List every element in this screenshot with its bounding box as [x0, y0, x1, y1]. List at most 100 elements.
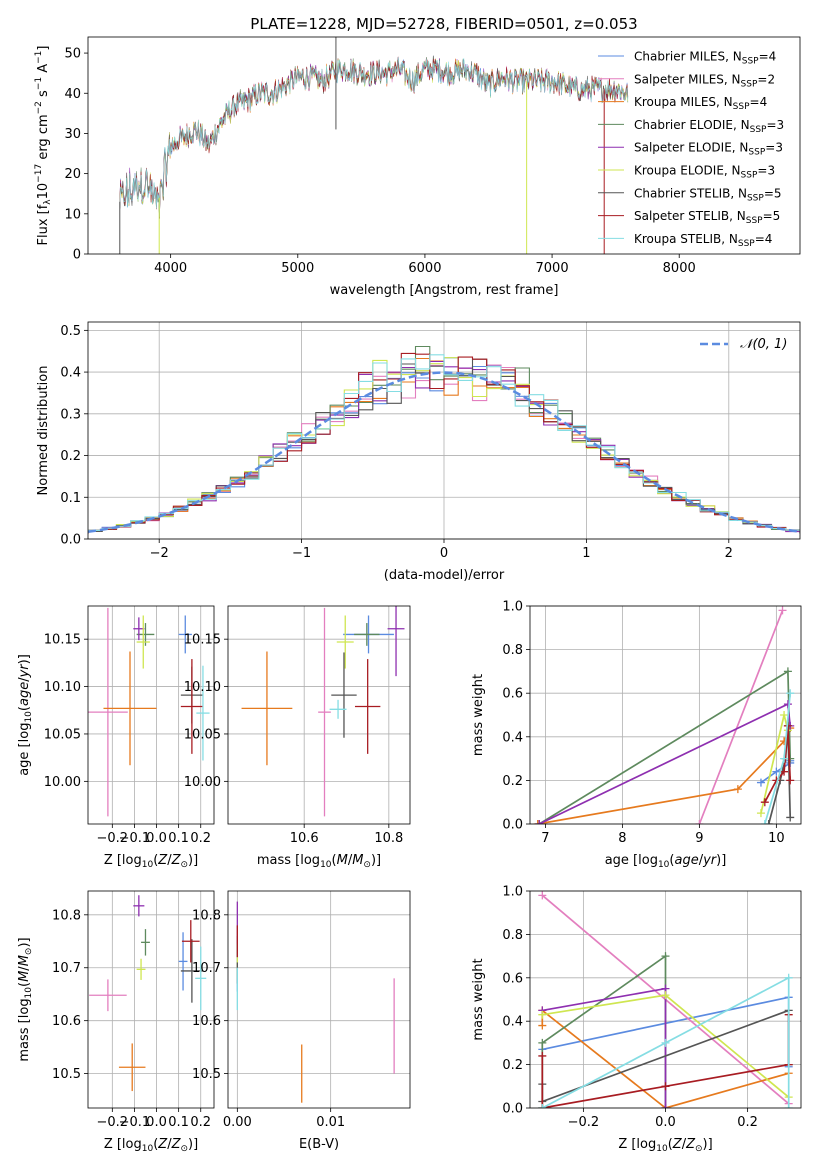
y-tick-label: 30 — [64, 127, 81, 142]
y-tick-label: 0.3 — [60, 407, 81, 422]
residual-histogram-panel: −2 −1 0 1 2 0.0 0.1 0.2 0.3 0.4 0.5 (data-model)/er… — [36, 321, 801, 583]
data-point-marker — [778, 606, 787, 615]
spectrum-panel: PLATE=1228, MJD=52728, FIBERID=0501, z=0… — [34, 15, 801, 298]
x-tick-label: 0.0 — [146, 1115, 167, 1130]
x-tick-label: −0.2 — [568, 1115, 600, 1130]
x-axis-label: Z [log10(Z/Z⊙)] — [104, 1137, 198, 1154]
spectrum-line — [119, 57, 629, 218]
x-tick-label: −0.2 — [97, 831, 129, 846]
y-axis-label: Normed distribution — [36, 366, 51, 496]
x-axis-label: E(B-V) — [299, 1137, 339, 1152]
x-tick-label: −0.1 — [119, 1115, 151, 1130]
x-axis-label: Z [log10(Z/Z⊙)] — [618, 1137, 712, 1154]
y-tick-label: 1.0 — [502, 600, 523, 615]
axes-frame — [529, 605, 802, 825]
data-point-marker — [661, 1038, 670, 1047]
legend-label: Chabrier ELODIE, NSSP=3 — [634, 118, 784, 135]
legend-label-sub: SSP — [742, 57, 759, 67]
y-tick-label: 10.5 — [192, 1067, 221, 1082]
y-axis-label: mass weight — [471, 958, 486, 1040]
legend-label-sub: SSP — [748, 148, 765, 158]
x-tick-label: 8 — [618, 831, 626, 846]
y-tick-label: 10.00 — [44, 775, 81, 790]
age-vs-mass-panel: 10.6 10.8 10.00 10.05 10.10 10.15 mass [log10(… — [184, 605, 411, 870]
legend-label-main: Chabrier MILES, N — [634, 50, 742, 64]
legend-label: Salpeter MILES, NSSP=2 — [634, 72, 775, 89]
x-tick-label: 0.01 — [316, 1115, 345, 1130]
x-tick-label: −1 — [292, 546, 311, 561]
data-point-marker — [786, 689, 795, 698]
axes-frame — [87, 890, 215, 1109]
mass-weight-line — [698, 610, 784, 824]
data-point-marker — [695, 820, 704, 824]
x-tick-label: 0.1 — [168, 1115, 189, 1130]
data-point-marker — [760, 798, 769, 807]
data-point-marker — [780, 754, 789, 763]
mass-weight-vs-z-panel: −0.2 0.0 0.2 0.0 0.2 0.4 0.6 0.8 1.0 Z [log10(Z/Z… — [471, 885, 802, 1154]
axes-frame — [87, 36, 801, 255]
x-tick-label: 0.2 — [737, 1115, 758, 1130]
y-tick-label: 10.7 — [52, 961, 81, 976]
x-tick-label: 0.2 — [190, 1115, 211, 1130]
x-axis-label: (data-model)/error — [384, 568, 505, 583]
data-point-marker — [783, 700, 792, 709]
plot-area — [119, 37, 629, 254]
y-tick-label: 10.6 — [192, 1014, 221, 1029]
y-tick-label: 0.4 — [502, 1015, 523, 1030]
x-axis-label: wavelength [Angstrom, rest frame] — [330, 283, 559, 298]
legend-label-tail: =5 — [763, 209, 781, 223]
y-axis-label: Flux [fλ10−17 erg cm−2 s−1 A−1] — [34, 46, 53, 246]
legend-label-sub: SSP — [741, 79, 758, 89]
data-point-marker — [786, 813, 795, 822]
legend-label: Salpeter ELODIE, NSSP=3 — [634, 141, 783, 158]
x-tick-label: 0.1 — [168, 831, 189, 846]
data-point-marker — [538, 1104, 547, 1108]
y-tick-label: 0.6 — [502, 971, 523, 986]
plot-area — [533, 606, 795, 824]
y-tick-label: 0.6 — [502, 687, 523, 702]
normal-curve — [88, 371, 800, 533]
legend-label: Chabrier MILES, NSSP=4 — [634, 50, 776, 67]
legend-label-tail: =2 — [757, 72, 775, 86]
data-point-marker — [780, 767, 789, 776]
y-tick-label: 0.8 — [502, 643, 523, 658]
chart-title: PLATE=1228, MJD=52728, FIBERID=0501, z=0… — [250, 15, 637, 33]
y-tick-label: 0.8 — [502, 928, 523, 943]
y-tick-label: 10 — [64, 207, 81, 222]
mass-weight-line — [541, 976, 790, 1108]
y-tick-label: 10.05 — [44, 727, 81, 742]
legend-label: Salpeter STELIB, NSSP=5 — [634, 209, 780, 226]
axes-frame — [87, 321, 801, 540]
axes-frame — [227, 605, 411, 825]
legend-label-sub: SSP — [750, 125, 767, 135]
legend-label-sub: SSP — [747, 193, 764, 203]
mass-weight-vs-age-panel: 7 8 9 10 0.0 0.2 0.4 0.6 0.8 1.0 age [log10(age/yr… — [471, 600, 802, 870]
data-point-marker — [535, 820, 544, 824]
data-point-marker — [733, 785, 742, 794]
legend-label: Kroupa ELODIE, NSSP=3 — [634, 164, 775, 181]
axes-frame — [529, 890, 802, 1109]
data-point-marker — [538, 1010, 547, 1019]
data-point-marker — [764, 820, 773, 824]
x-tick-label: −0.1 — [119, 831, 151, 846]
legend-label: Kroupa MILES, NSSP=4 — [634, 95, 767, 112]
x-tick-label: 10 — [768, 831, 785, 846]
x-tick-label: 10.6 — [290, 831, 319, 846]
y-axis-label: age [log10(age/yr)] — [17, 654, 34, 776]
x-tick-label: 7 — [541, 831, 549, 846]
y-tick-label: 0.1 — [60, 491, 81, 506]
y-tick-label: 10.8 — [192, 908, 221, 923]
y-tick-label: 0.0 — [502, 1102, 523, 1117]
y-axis-label: mass [log10(M/M⊙)] — [17, 937, 34, 1061]
x-tick-label: 0.0 — [655, 1115, 676, 1130]
legend-label: 𝒩(0, 1) — [740, 337, 787, 352]
y-tick-label: 0.2 — [502, 774, 523, 789]
age-vs-z-panel: −0.2−0.10.0 0.1 0.2 10.00 10.05 10.10 10.15 Z [… — [17, 605, 215, 870]
y-tick-label: 0.2 — [502, 1058, 523, 1073]
legend-label-sub: SSP — [741, 171, 758, 181]
y-tick-label: 10.8 — [52, 908, 81, 923]
legend-label-main: Kroupa STELIB, N — [634, 232, 738, 246]
legend-label-main: Salpeter MILES, N — [634, 72, 741, 86]
